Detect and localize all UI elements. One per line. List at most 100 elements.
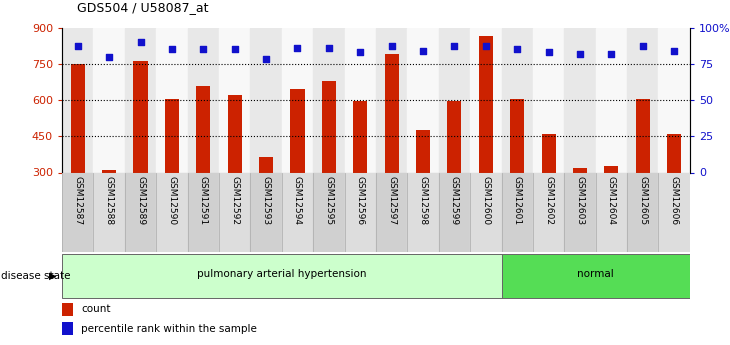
Text: GSM12606: GSM12606 <box>669 177 679 226</box>
Bar <box>407 172 439 252</box>
Text: GSM12587: GSM12587 <box>73 177 82 226</box>
Bar <box>125 28 156 172</box>
Text: GSM12595: GSM12595 <box>324 177 334 226</box>
Bar <box>479 36 493 172</box>
Text: GSM12596: GSM12596 <box>356 177 365 226</box>
Bar <box>533 28 564 172</box>
Bar <box>62 323 73 335</box>
Point <box>166 47 178 52</box>
Point <box>197 47 210 52</box>
Bar <box>228 95 242 172</box>
Bar <box>542 134 556 172</box>
Text: GSM12594: GSM12594 <box>293 177 302 226</box>
Bar <box>345 172 376 252</box>
Bar <box>573 168 587 172</box>
Point <box>448 44 461 49</box>
Text: pulmonary arterial hypertension: pulmonary arterial hypertension <box>197 269 366 278</box>
Text: GSM12602: GSM12602 <box>544 177 553 226</box>
Bar <box>62 254 502 298</box>
Bar <box>93 28 125 172</box>
Point <box>72 44 84 49</box>
Bar <box>596 172 627 252</box>
Text: GSM12598: GSM12598 <box>418 177 428 226</box>
Point <box>574 51 585 57</box>
Bar <box>439 28 470 172</box>
Bar <box>282 172 313 252</box>
Point <box>418 48 429 53</box>
Bar <box>564 172 596 252</box>
Point <box>292 45 304 51</box>
Bar <box>165 99 179 172</box>
Bar <box>219 28 250 172</box>
Bar <box>156 172 188 252</box>
Bar <box>102 170 116 172</box>
Bar <box>93 172 125 252</box>
Bar <box>667 134 681 172</box>
Point <box>104 54 115 59</box>
Text: GSM12591: GSM12591 <box>199 177 208 226</box>
Bar <box>502 172 533 252</box>
Text: GSM12592: GSM12592 <box>230 177 239 226</box>
Bar <box>604 167 618 172</box>
Bar <box>658 28 690 172</box>
Bar <box>439 172 470 252</box>
Bar <box>259 157 273 172</box>
Bar <box>291 89 304 172</box>
Bar <box>62 28 93 172</box>
Text: GSM12590: GSM12590 <box>167 177 177 226</box>
Bar <box>502 28 533 172</box>
Point <box>355 49 366 55</box>
Text: GSM12599: GSM12599 <box>450 177 459 226</box>
Bar <box>627 28 658 172</box>
Bar <box>250 172 282 252</box>
Bar <box>353 101 367 172</box>
Bar <box>376 28 407 172</box>
Bar <box>596 28 627 172</box>
Text: GSM12588: GSM12588 <box>104 177 114 226</box>
Bar <box>282 28 313 172</box>
Text: GSM12597: GSM12597 <box>387 177 396 226</box>
Bar <box>502 254 690 298</box>
Bar <box>470 28 502 172</box>
Text: GDS504 / U58087_at: GDS504 / U58087_at <box>77 1 208 14</box>
Bar <box>322 81 336 172</box>
Bar <box>658 172 690 252</box>
Bar <box>510 99 524 172</box>
Text: ▶: ▶ <box>49 271 56 281</box>
Bar <box>125 172 156 252</box>
Bar <box>196 86 210 172</box>
Bar <box>62 304 73 316</box>
Bar <box>188 172 219 252</box>
Point <box>134 39 146 45</box>
Text: GSM12604: GSM12604 <box>607 177 616 226</box>
Bar <box>407 28 439 172</box>
Point <box>323 45 334 51</box>
Point <box>261 57 272 62</box>
Point <box>229 47 241 52</box>
Bar <box>533 172 564 252</box>
Bar <box>188 28 219 172</box>
Bar <box>71 64 85 172</box>
Bar <box>627 172 658 252</box>
Point <box>385 44 397 49</box>
Bar <box>385 54 399 172</box>
Text: GSM12605: GSM12605 <box>638 177 648 226</box>
Bar <box>345 28 376 172</box>
Bar <box>219 172 250 252</box>
Bar <box>313 172 345 252</box>
Text: count: count <box>81 305 110 315</box>
Text: percentile rank within the sample: percentile rank within the sample <box>81 324 257 334</box>
Bar <box>313 28 345 172</box>
Bar <box>470 172 502 252</box>
Bar <box>250 28 282 172</box>
Point <box>543 49 555 55</box>
Point <box>511 47 523 52</box>
Point <box>669 48 680 53</box>
Bar <box>416 130 430 172</box>
Bar <box>62 172 93 252</box>
Text: disease state: disease state <box>1 271 70 281</box>
Text: GSM12600: GSM12600 <box>481 177 491 226</box>
Bar <box>636 99 650 172</box>
Text: normal: normal <box>577 269 614 278</box>
Text: GSM12603: GSM12603 <box>575 177 585 226</box>
